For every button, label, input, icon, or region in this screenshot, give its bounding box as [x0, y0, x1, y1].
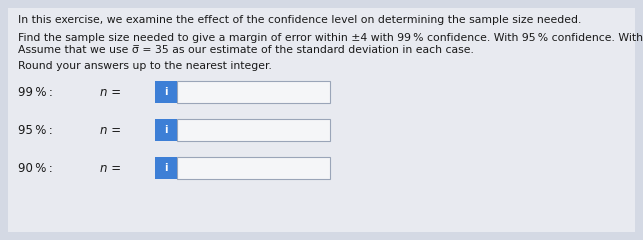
Text: i: i: [164, 87, 168, 97]
FancyBboxPatch shape: [155, 157, 177, 179]
FancyBboxPatch shape: [177, 157, 330, 179]
Text: Find the sample size needed to give a margin of error within ±4 with 99 % confid: Find the sample size needed to give a ma…: [18, 33, 643, 43]
Text: Assume that we use σ̅ = 35 as our estimate of the standard deviation in each cas: Assume that we use σ̅ = 35 as our estima…: [18, 45, 474, 55]
Text: n =: n =: [100, 162, 121, 174]
FancyBboxPatch shape: [155, 81, 177, 103]
Text: n =: n =: [100, 85, 121, 98]
Text: i: i: [164, 125, 168, 135]
FancyBboxPatch shape: [8, 8, 635, 232]
Text: In this exercise, we examine the effect of the confidence level on determining t: In this exercise, we examine the effect …: [18, 15, 581, 25]
Text: i: i: [164, 163, 168, 173]
Text: 95 % :: 95 % :: [18, 124, 53, 137]
FancyBboxPatch shape: [177, 81, 330, 103]
Text: n =: n =: [100, 124, 121, 137]
FancyBboxPatch shape: [177, 119, 330, 141]
Text: 90 % :: 90 % :: [18, 162, 53, 174]
Text: Round your answers up to the nearest integer.: Round your answers up to the nearest int…: [18, 61, 272, 71]
FancyBboxPatch shape: [155, 119, 177, 141]
Text: 99 % :: 99 % :: [18, 85, 53, 98]
